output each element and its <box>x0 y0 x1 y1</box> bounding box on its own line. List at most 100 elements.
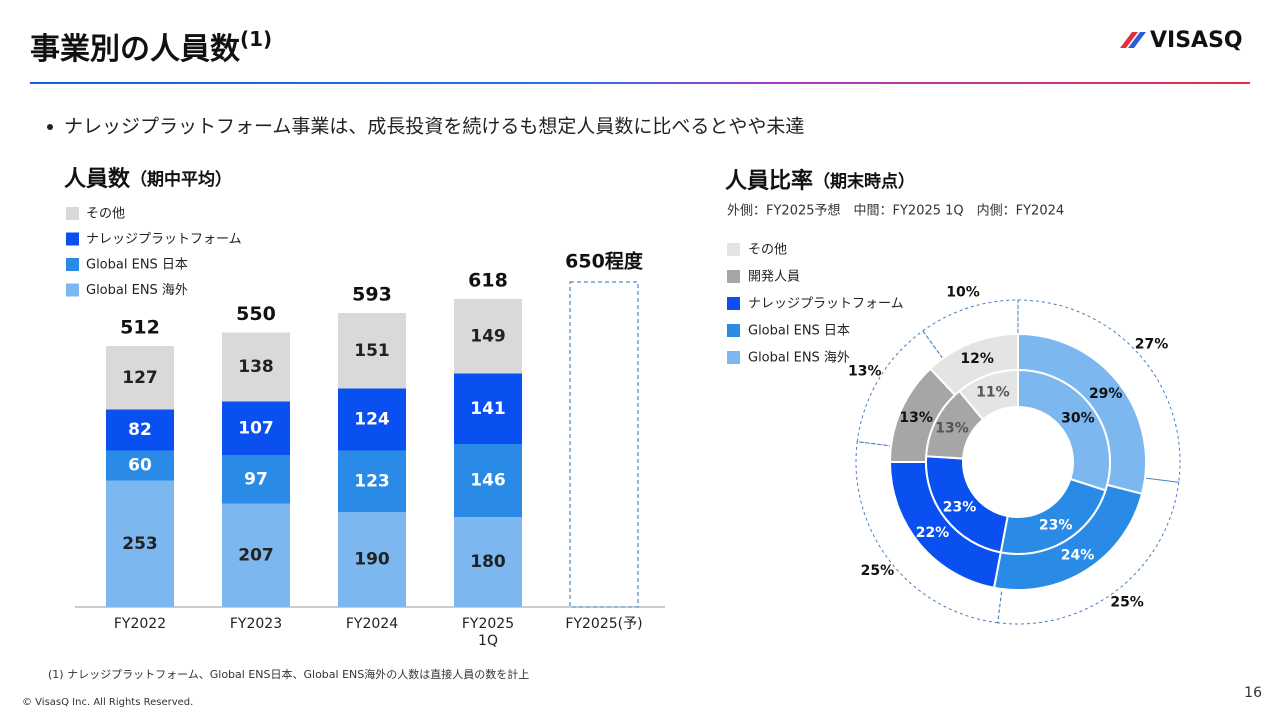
total-label: 512 <box>120 317 160 339</box>
bullet-dot <box>47 124 53 130</box>
legend-swatch <box>727 243 740 256</box>
page-number: 16 <box>1244 685 1262 701</box>
legend-swatch <box>727 270 740 283</box>
bar-segment <box>222 401 290 455</box>
slice-label: 29% <box>1089 386 1123 402</box>
bar-subtitle: （期中平均） <box>130 169 232 190</box>
segment-label: 141 <box>470 399 506 419</box>
segment-label: 107 <box>238 418 274 438</box>
segment-label: 207 <box>238 545 274 565</box>
segment-label: 60 <box>128 456 152 476</box>
donut-slice <box>1017 368 1111 492</box>
bar-segment <box>222 455 290 504</box>
bar-segment <box>106 450 174 481</box>
slice-label: 23% <box>1039 518 1073 534</box>
x-tick-label: FY2022 <box>113 616 167 632</box>
segment-label: 190 <box>354 550 390 570</box>
copyright: © VisasQ Inc. All Rights Reserved. <box>22 697 193 708</box>
slice-label: 11% <box>976 384 1010 400</box>
segment-label: 123 <box>354 471 390 491</box>
bar-segment <box>454 444 522 517</box>
total-label: 550 <box>236 303 276 325</box>
legend-label: その他 <box>86 207 125 222</box>
bar-title-text: 人員数 <box>64 166 131 192</box>
legend-swatch <box>727 351 740 364</box>
segment-label: 127 <box>122 368 158 388</box>
donut-subtitle: （期末時点） <box>813 171 915 192</box>
slice-label: 22% <box>916 525 950 541</box>
bar-segment <box>338 450 406 512</box>
segment-label: 146 <box>470 471 506 491</box>
legend-swatch <box>66 207 79 220</box>
bar-segment <box>222 332 290 402</box>
segment-label: 151 <box>354 341 390 361</box>
slice-label: 13% <box>848 363 882 379</box>
bar-segment <box>106 480 174 607</box>
bar-segment <box>338 512 406 607</box>
slice-label: 13% <box>935 420 969 436</box>
donut-slice <box>856 330 944 447</box>
segment-label: 124 <box>354 410 390 430</box>
slice-label: 10% <box>946 285 980 301</box>
slice-label: 25% <box>1110 595 1144 611</box>
donut-note: 外側：FY2025予想 中間：FY2025 1Q 内側：FY2024 <box>727 203 1064 219</box>
total-label: 618 <box>468 270 508 292</box>
bar-title: 人員数（期中平均） <box>64 166 232 192</box>
segment-label: 138 <box>238 357 274 377</box>
slice-label: 27% <box>1135 336 1169 352</box>
bar-segment <box>338 388 406 451</box>
legend-swatch <box>727 324 740 337</box>
bar-segment <box>106 346 174 410</box>
footnote: (1) ナレッジプラットフォーム、Global ENS日本、Global ENS… <box>48 667 529 681</box>
logo-icon <box>1128 32 1146 48</box>
slice-label: 23% <box>943 499 977 515</box>
legend-swatch <box>66 232 79 246</box>
bar-segment <box>106 409 174 451</box>
header-rule <box>30 82 1250 84</box>
forecast-label: 650程度 <box>565 250 644 273</box>
forecast-box <box>569 281 639 608</box>
x-tick-label: FY2025 1Q <box>461 616 515 649</box>
legend-label: ナレッジプラットフォーム <box>748 297 904 312</box>
title-note: (1) <box>240 27 272 51</box>
legend-swatch <box>66 283 79 297</box>
donut-slice <box>957 368 1019 422</box>
slice-label: 13% <box>899 410 933 426</box>
slice-label: 30% <box>1061 411 1095 427</box>
total-label: 593 <box>352 284 392 306</box>
legend-label: Global ENS 海外 <box>748 351 850 366</box>
donut-title-text: 人員比率 <box>725 168 813 194</box>
title-text: 事業別の人員数 <box>30 32 241 67</box>
logo-icon <box>1120 32 1138 48</box>
bar-segment <box>454 299 522 374</box>
legend-label: その他 <box>748 243 787 258</box>
segment-label: 97 <box>244 469 268 489</box>
legend-swatch <box>727 297 740 310</box>
segment-label: 149 <box>470 326 506 346</box>
segment-label: 180 <box>470 552 506 572</box>
slice-label: 25% <box>861 563 895 579</box>
legend-label: Global ENS 日本 <box>86 258 188 273</box>
bar-segment <box>338 313 406 389</box>
bullet: ナレッジプラットフォーム事業は、成長投資を続けるも想定人員数に比べるとやや未達 <box>64 116 804 138</box>
legend-label: Global ENS 海外 <box>86 283 188 298</box>
bar-segment <box>454 373 522 444</box>
bar-segment <box>222 503 290 607</box>
slice-label: 12% <box>960 351 994 367</box>
x-tick-label: FY2023 <box>229 616 283 632</box>
legend-label: 開発人員 <box>748 270 800 285</box>
bar-segment <box>454 517 522 607</box>
legend-swatch <box>66 258 79 271</box>
donut-slice <box>922 299 1019 360</box>
donut-title: 人員比率（期末時点） <box>725 168 915 194</box>
legend-label: ナレッジプラットフォーム <box>86 232 242 247</box>
legend-label: Global ENS 日本 <box>748 324 850 339</box>
x-tick-label: FY2024 <box>345 616 399 632</box>
segment-label: 253 <box>122 534 158 554</box>
x-tick-label: FY2025(予) <box>565 616 643 632</box>
title: 事業別の人員数(1) <box>30 27 272 67</box>
segment-label: 82 <box>128 420 152 440</box>
logo: VISASQ <box>1150 28 1243 53</box>
